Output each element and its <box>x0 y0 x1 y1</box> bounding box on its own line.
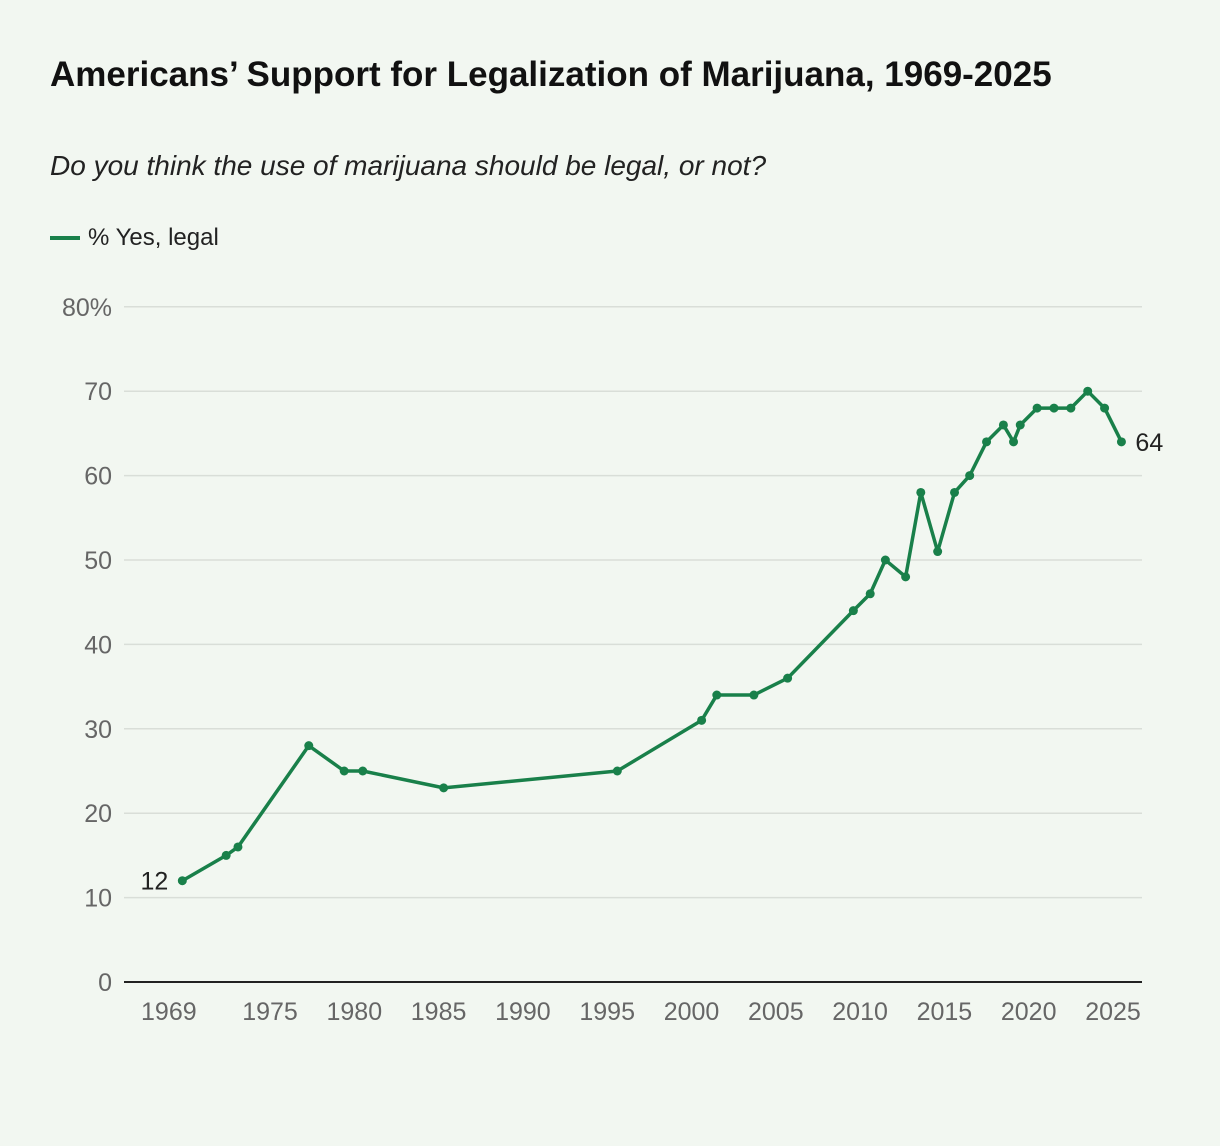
data-point <box>965 471 975 481</box>
data-point <box>1066 403 1076 413</box>
data-point <box>1015 420 1025 430</box>
data-label-last: 64 <box>1135 429 1163 457</box>
data-point <box>848 606 858 616</box>
data-point <box>712 690 722 700</box>
data-point <box>749 690 759 700</box>
data-point <box>1032 403 1042 413</box>
data-point <box>865 589 875 599</box>
x-tick-label: 1975 <box>242 998 298 1026</box>
y-tick-label: 0 <box>98 969 112 997</box>
data-point <box>950 487 960 497</box>
x-tick-label: 1985 <box>411 998 467 1026</box>
x-tick-label: 1969 <box>141 998 197 1026</box>
data-point <box>901 572 911 582</box>
data-point <box>998 420 1008 430</box>
data-label-first: 12 <box>141 868 169 896</box>
y-tick-label: 20 <box>84 800 112 828</box>
data-point <box>439 783 449 793</box>
data-point <box>697 715 707 725</box>
data-point <box>916 487 926 497</box>
y-tick-label: 50 <box>84 547 112 575</box>
data-point <box>880 555 890 565</box>
data-point <box>933 547 943 557</box>
legend: % Yes, legal <box>50 224 219 252</box>
x-tick-label: 2015 <box>917 998 973 1026</box>
data-point <box>221 850 231 860</box>
x-tick-label: 1995 <box>579 998 635 1026</box>
y-tick-label: 70 <box>84 378 112 406</box>
x-tick-label: 2020 <box>1001 998 1057 1026</box>
y-tick-label: 30 <box>84 716 112 744</box>
data-point <box>1083 386 1093 396</box>
x-tick-label: 1980 <box>326 998 382 1026</box>
chart-title: Americans’ Support for Legalization of M… <box>50 55 1052 94</box>
data-point <box>783 673 793 683</box>
data-point <box>1100 403 1110 413</box>
data-point <box>339 766 349 776</box>
x-tick-label: 2000 <box>664 998 720 1026</box>
data-point <box>233 842 243 852</box>
data-point <box>177 876 187 886</box>
series-line <box>181 389 1123 883</box>
data-point <box>1049 403 1059 413</box>
legend-swatch <box>50 236 80 240</box>
y-tick-label: 40 <box>84 631 112 659</box>
y-tick-label: 80% <box>62 294 112 322</box>
data-point <box>358 766 368 776</box>
y-tick-label: 10 <box>84 885 112 913</box>
x-tick-label: 2010 <box>832 998 888 1026</box>
y-tick-label: 60 <box>84 463 112 491</box>
x-tick-label: 2025 <box>1085 998 1141 1026</box>
data-point <box>304 741 314 751</box>
x-tick-label: 1990 <box>495 998 551 1026</box>
chart-subtitle: Do you think the use of marijuana should… <box>50 150 767 181</box>
data-point <box>982 437 992 447</box>
x-tick-label: 2005 <box>748 998 804 1026</box>
data-point <box>612 766 622 776</box>
legend-label: % Yes, legal <box>88 224 219 251</box>
data-point <box>1009 437 1019 447</box>
data-point <box>1116 437 1126 447</box>
